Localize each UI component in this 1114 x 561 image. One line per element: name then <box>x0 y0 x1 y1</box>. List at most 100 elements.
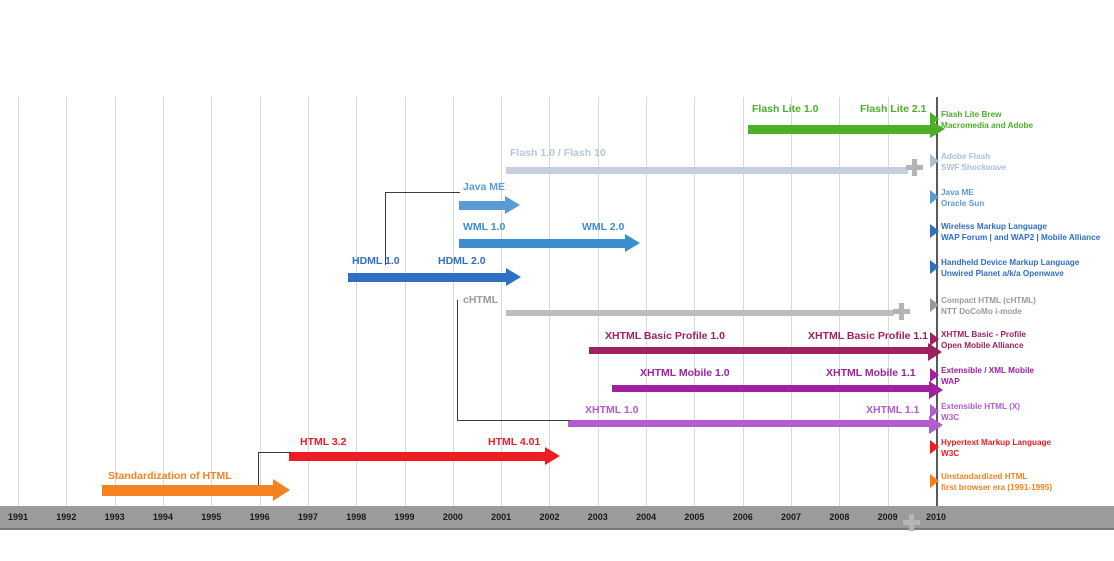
legend-item[interactable]: Handheld Device Markup Language Unwired P… <box>941 258 1079 279</box>
track-java-me <box>459 196 520 214</box>
legend-arrow-icon <box>930 112 939 126</box>
label-xhtml-basic-2: XHTML Basic Profile 1.1 <box>808 330 929 342</box>
legend-arrow-icon <box>930 298 939 312</box>
gridline <box>66 97 68 529</box>
connector-unstd-html <box>258 452 291 491</box>
legend-item-title: XHTML Basic - Profile <box>941 330 1026 339</box>
legend-item[interactable]: Unstandardized HTML first browser era (19… <box>941 472 1052 493</box>
legend-item[interactable]: Java ME Oracle Sun <box>941 188 984 209</box>
legend-arrow-icon <box>930 368 939 382</box>
legend-item-subtitle: WAP <box>941 376 960 386</box>
legend-item[interactable]: Extensible HTML (X) W3C <box>941 402 1020 423</box>
legend-item-subtitle: W3C <box>941 412 960 422</box>
legend-divider <box>936 97 938 529</box>
legend-item[interactable]: Extensible / XML Mobile WAP <box>941 366 1034 387</box>
axis-tick-1993: 1993 <box>104 512 125 522</box>
gridline <box>211 97 213 529</box>
legend-arrow-icon <box>930 332 939 346</box>
legend-item[interactable]: Compact HTML (cHTML) NTT DoCoMo i-mode <box>941 296 1036 317</box>
connector-hdml-javame <box>385 192 460 265</box>
axis-tick-1999: 1999 <box>394 512 415 522</box>
connector-html-xhtml <box>457 300 570 421</box>
gridline <box>307 97 309 529</box>
track-hdml <box>348 268 521 286</box>
legend-item-subtitle: Macromedia and Adobe <box>941 120 1034 130</box>
axis-tick-2002: 2002 <box>539 512 560 522</box>
legend-item-title: Wireless Markup Language <box>941 222 1047 231</box>
legend-item[interactable]: Hypertext Markup Language W3C <box>941 438 1051 459</box>
legend-item-title: Hypertext Markup Language <box>941 438 1052 447</box>
legend-item-title: Unstandardized HTML <box>941 472 1028 481</box>
legend-item-title: Flash Lite Brew <box>941 110 1002 119</box>
track-wml <box>459 234 640 252</box>
legend-item[interactable]: Flash Lite Brew Macromedia and Adobe <box>941 110 1033 131</box>
axis-tick-2003: 2003 <box>587 512 608 522</box>
label-wml-1: WML 1.0 <box>463 221 506 233</box>
legend-arrow-icon <box>930 440 939 454</box>
track-flash-lite <box>748 120 945 138</box>
label-java-me: Java ME <box>463 181 506 193</box>
label-flash-lite-1: Flash Lite 1.0 <box>752 103 819 115</box>
axis-tick-2010: 2010 <box>925 512 947 522</box>
track-flash <box>506 167 908 176</box>
legend-item-title: Compact HTML (cHTML) <box>941 296 1036 305</box>
axis-tick-1992: 1992 <box>56 512 77 522</box>
label-flash: Flash 1.0 / Flash 10 <box>510 147 606 159</box>
legend-arrow-icon <box>930 224 939 238</box>
label-unstandardized-html: Standardization of HTML <box>108 470 232 482</box>
label-xhtml-1: XHTML 1.0 <box>585 404 639 416</box>
track-xhtml-basic <box>589 343 942 361</box>
track-html <box>289 447 560 465</box>
legend-item-title: Adobe Flash <box>941 152 991 161</box>
legend-arrow-icon <box>930 154 939 168</box>
legend-item-title: Handheld Device Markup Language <box>941 258 1080 267</box>
label-xhtml-basic-1: XHTML Basic Profile 1.0 <box>605 330 726 342</box>
legend-item[interactable]: Adobe Flash SWF Shockwave <box>941 152 1006 173</box>
label-html-1: HTML 3.2 <box>300 436 347 448</box>
legend-item-subtitle: W3C <box>941 448 960 458</box>
label-wml-2: WML 2.0 <box>582 221 625 233</box>
legend-arrow-icon <box>930 260 939 274</box>
label-xhtml-mobile-1: XHTML Mobile 1.0 <box>640 367 730 379</box>
gridline <box>404 97 406 529</box>
axis-tick-1991: 1991 <box>7 512 29 522</box>
axis-tick-2005: 2005 <box>684 512 705 522</box>
axis-tick-2009: 2009 <box>877 512 898 522</box>
gridline <box>356 97 358 529</box>
gridline <box>162 97 164 529</box>
label-xhtml-2: XHTML 1.1 <box>866 404 920 416</box>
gridline <box>18 97 19 529</box>
legend-item-subtitle: Open Mobile Alliance <box>941 340 1024 350</box>
track-chtml <box>506 310 894 319</box>
legend-arrow-icon <box>930 190 939 204</box>
gridline <box>501 97 503 529</box>
axis-tick-1997: 1997 <box>297 512 318 522</box>
axis-tick-2000: 2000 <box>442 512 463 522</box>
legend-item-subtitle: NTT DoCoMo i-mode <box>941 306 1022 316</box>
legend-item-title: Java ME <box>941 188 974 197</box>
axis-tick-2006: 2006 <box>732 512 753 522</box>
label-hdml-1: HDML 1.0 <box>352 255 400 267</box>
plus-icon-flash <box>906 159 923 176</box>
axis-tick-1994: 1994 <box>152 512 173 522</box>
gridline <box>259 97 261 529</box>
track-xhtml <box>568 416 943 434</box>
legend-item[interactable]: Wireless Markup Language WAP Forum | and … <box>941 222 1100 243</box>
plus-icon-chtml <box>893 303 910 320</box>
label-html-2: HTML 4.01 <box>488 436 541 448</box>
legend-item-title: Extensible / XML Mobile <box>941 366 1035 375</box>
axis-line <box>0 528 1114 530</box>
legend-item-subtitle: Oracle Sun <box>941 198 985 208</box>
legend-arrow-icon <box>930 404 939 418</box>
legend-item[interactable]: XHTML Basic - Profile Open Mobile Allianc… <box>941 330 1026 351</box>
legend-arrow-icon <box>930 474 939 488</box>
axis-tick-2007: 2007 <box>781 512 802 522</box>
axis-tick-1996: 1996 <box>249 512 270 522</box>
label-flash-lite-2: Flash Lite 2.1 <box>860 103 927 115</box>
label-chtml: cHTML <box>463 294 498 306</box>
axis-tick-2001: 2001 <box>491 512 512 522</box>
axis-tick-1998: 1998 <box>346 512 367 522</box>
gridline <box>114 97 116 529</box>
legend-item-subtitle: WAP Forum | and WAP2 | Mobile Alliance <box>941 232 1101 242</box>
